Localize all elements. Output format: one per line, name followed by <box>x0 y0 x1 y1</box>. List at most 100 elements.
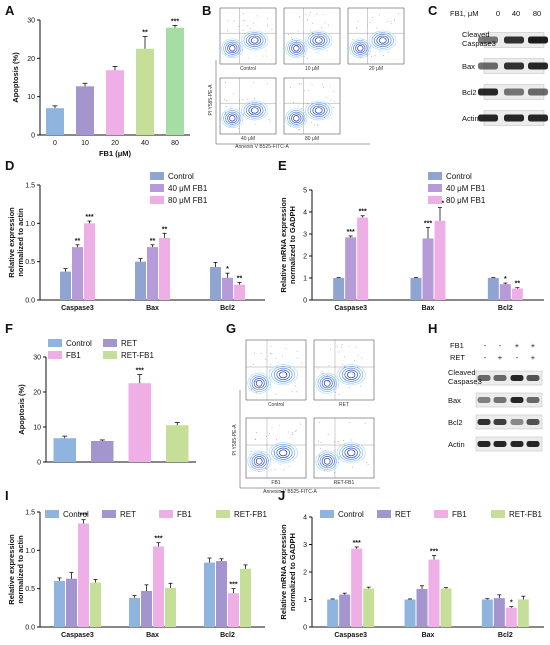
flow-dot <box>326 50 328 52</box>
flow-contour <box>315 450 339 472</box>
bar <box>129 597 140 627</box>
chart-protein-expression-ret: 0.0 0.5 1.0 1.5 Relative expressionnormalize… <box>7 510 267 640</box>
flow-dot <box>278 361 280 363</box>
blot-band <box>510 375 524 381</box>
flow-dot <box>313 124 315 126</box>
flow-contour <box>221 108 244 129</box>
flow-dot <box>357 445 358 447</box>
y-axis-label-line: normalized to actin <box>16 535 25 604</box>
flow-contour <box>255 379 263 387</box>
flow-dot <box>374 55 376 57</box>
flow-dot <box>256 15 258 17</box>
flow-contour <box>227 43 238 54</box>
flow-plot-label: 80 μM <box>305 136 319 142</box>
panel-letter-g: G <box>226 321 236 336</box>
bar <box>517 599 529 627</box>
category-label: Caspase3 <box>61 305 94 312</box>
bar <box>136 48 154 135</box>
category-label: Bax <box>422 632 435 639</box>
flow-x-axis-label: Annexin V B525-FITC-A <box>235 144 289 150</box>
category-label: 80 <box>171 140 179 147</box>
significance-marker: *** <box>229 582 237 589</box>
flow-dot <box>324 386 325 388</box>
flow-dot <box>387 52 389 54</box>
blot-row-label-line: Cleaved <box>448 368 476 377</box>
flow-contour <box>307 102 330 119</box>
y-axis-label: Relative mRNA expressionnormalized to GA… <box>279 197 297 293</box>
category-label: Bax <box>146 632 159 639</box>
legend-entry: RET-FB1 <box>509 510 542 519</box>
bar <box>357 217 369 300</box>
flow-dot <box>304 118 306 120</box>
flow-dot <box>359 385 361 387</box>
flow-dot <box>297 106 299 108</box>
flow-dot <box>254 439 256 441</box>
flow-contour <box>336 442 366 464</box>
flow-dot <box>342 363 343 365</box>
flow-plot-label: FB1 <box>271 480 280 486</box>
flow-dot <box>312 43 314 45</box>
flow-dot <box>338 456 340 457</box>
flow-dot <box>317 124 319 126</box>
blot-row-label: Actin <box>462 114 479 123</box>
flow-dot <box>348 387 350 389</box>
flow-dot <box>338 440 339 442</box>
legend-swatch <box>150 196 164 204</box>
flow-dot <box>296 350 298 352</box>
bar <box>487 278 499 300</box>
wb-h-sign-ret-2: + <box>498 353 503 362</box>
flow-dot <box>292 39 293 40</box>
flow-contour <box>347 371 356 379</box>
flow-contour <box>317 452 337 470</box>
flow-contour <box>319 376 335 391</box>
flow-contour <box>319 454 335 469</box>
flow-contour <box>336 364 366 386</box>
bar <box>434 220 446 300</box>
flow-dot <box>255 431 257 433</box>
flow-dot <box>348 455 350 457</box>
flow-dot <box>252 82 254 83</box>
legend-entry: RET <box>120 510 136 519</box>
y-tick-label: 4 <box>303 210 307 217</box>
flow-contour <box>251 454 267 469</box>
flow-dot <box>319 421 320 423</box>
flow-plot-label: RET <box>339 402 349 408</box>
flow-dot <box>225 53 226 55</box>
flow-dot <box>332 107 334 108</box>
flow-dot <box>356 27 358 29</box>
western-blot-panel-c: FB1, μM 0 40 80 Cleaved Caspase3 Bax Bcl2 Ac… <box>450 9 548 126</box>
legend-swatch <box>103 351 117 359</box>
flow-dot <box>341 344 343 346</box>
flow-dot <box>390 23 392 24</box>
legend-entry: Control <box>63 510 89 519</box>
blot-row: Bax <box>462 58 548 74</box>
bar <box>416 589 428 627</box>
bar <box>76 86 94 135</box>
flow-plot-label: 40 μM <box>241 136 255 142</box>
flow-plot-label: RET-FB1 <box>334 480 355 486</box>
blot-band <box>526 441 540 447</box>
flow-dot <box>250 451 252 452</box>
significance-marker: ** <box>515 281 521 288</box>
flow-y-axis-label: PI Y585-PE-A <box>232 424 238 456</box>
y-tick-label: 0.5 <box>25 259 35 266</box>
flow-dot <box>291 432 293 433</box>
legend-swatch <box>434 510 448 518</box>
flow-dot <box>275 358 277 359</box>
flow-contour <box>285 108 308 129</box>
flow-dot <box>224 99 225 101</box>
wb-h-sign-fb1-4: + <box>531 341 536 350</box>
legend: Control RET FB1 RET-FB1 <box>320 510 542 519</box>
flow-dot <box>251 110 253 112</box>
flow-contour <box>317 374 337 392</box>
y-axis-label-line: Relative mRNA expression <box>279 197 288 293</box>
flow-dot <box>321 26 322 28</box>
y-tick-label: 10 <box>33 425 41 432</box>
flow-contour <box>229 45 236 52</box>
category-label: Caspase3 <box>334 632 367 639</box>
y-tick-label: 0.0 <box>25 298 35 305</box>
flow-dot <box>241 35 243 37</box>
flow-dot <box>274 469 276 470</box>
flow-dot <box>285 347 287 349</box>
significance-marker: ** <box>237 275 243 282</box>
